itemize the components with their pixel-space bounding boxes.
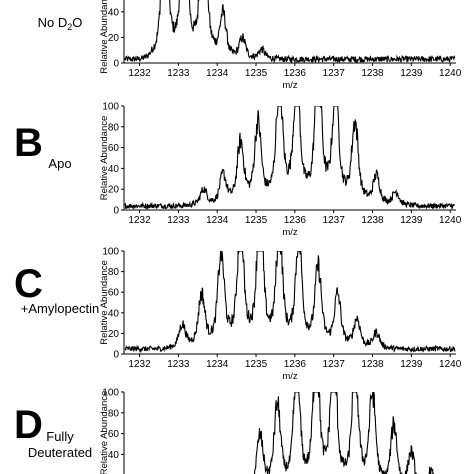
y-axis-label: Relative Abundance <box>99 116 110 201</box>
x-tick-label: 1240 <box>439 215 462 226</box>
condition-label: Fully <box>46 429 74 444</box>
chart-panel-2: B Apo 0 20 40 60 80 100 1232 1233 1234 1235 1236 1237… <box>14 102 462 239</box>
x-tick-label: 1235 <box>245 215 268 226</box>
x-tick-label: 1240 <box>439 359 462 370</box>
x-tick-label: 1236 <box>284 215 307 226</box>
x-tick-label: 1238 <box>361 68 384 79</box>
condition-label: Deuterated <box>28 445 92 460</box>
x-tick-label: 1238 <box>361 359 384 370</box>
panel-letter: D <box>14 403 43 447</box>
spectrum-series-line <box>124 251 456 354</box>
x-tick-label: 1233 <box>167 215 190 226</box>
y-tick-label: 60 <box>108 288 120 299</box>
condition-label: No D2O <box>38 15 83 32</box>
x-tick-label: 1239 <box>400 215 423 226</box>
y-tick-label: 100 <box>102 247 119 258</box>
y-tick-label: 20 <box>108 33 120 44</box>
y-tick-label: 20 <box>108 185 120 196</box>
y-axis-label: Relative Abundance <box>99 260 110 345</box>
x-tick-label: 1232 <box>128 68 151 79</box>
y-tick-label: 0 <box>113 350 119 361</box>
y-tick-label: 40 <box>108 450 120 461</box>
condition-label: Apo <box>48 156 71 171</box>
x-tick-label: 1232 <box>128 215 151 226</box>
x-tick-label: 1236 <box>284 68 307 79</box>
x-tick-label: 1235 <box>245 68 268 79</box>
panel-letter: B <box>14 121 43 165</box>
y-tick-label: 80 <box>108 267 120 278</box>
condition-label: +Amylopectin <box>21 301 99 316</box>
x-tick-label: 1232 <box>128 359 151 370</box>
y-axis-label: Relative Abundance <box>99 0 110 74</box>
x-tick-label: 1239 <box>400 68 423 79</box>
y-tick-label: 40 <box>108 308 120 319</box>
x-tick-label: 1240 <box>439 68 462 79</box>
x-axis-label: m/z <box>282 227 298 238</box>
y-tick-label: 60 <box>108 143 120 154</box>
x-tick-label: 1236 <box>284 359 307 370</box>
spectrum-series-line <box>124 106 456 211</box>
y-tick-label: 80 <box>108 408 120 419</box>
spectrum-series-line <box>253 392 435 474</box>
x-tick-label: 1235 <box>245 359 268 370</box>
x-axis-label: m/z <box>282 371 298 382</box>
x-tick-label: 1237 <box>323 215 346 226</box>
x-tick-label: 1234 <box>206 359 229 370</box>
x-tick-label: 1234 <box>206 68 229 79</box>
chart-panel-1: No D2O 0 20 40 1232 1233 1234 1235 1236 1237 1238 1… <box>38 0 462 91</box>
y-tick-label: 80 <box>108 122 120 133</box>
x-tick-label: 1237 <box>323 359 346 370</box>
y-tick-label: 0 <box>113 206 119 217</box>
spectrum-series-line <box>124 0 456 64</box>
y-tick-label: 60 <box>108 429 120 440</box>
y-tick-label: 100 <box>102 102 119 113</box>
x-tick-label: 1233 <box>167 359 190 370</box>
x-tick-label: 1237 <box>323 68 346 79</box>
y-tick-label: 100 <box>102 388 119 399</box>
y-tick-label: 40 <box>108 7 120 18</box>
x-tick-label: 1234 <box>206 215 229 226</box>
y-axis-label: Relative Abundance <box>99 391 110 474</box>
x-tick-label: 1239 <box>400 359 423 370</box>
y-tick-label: 20 <box>108 329 120 340</box>
y-tick-label: 40 <box>108 164 120 175</box>
y-tick-label: 0 <box>113 59 119 70</box>
panel-letter: C <box>14 262 43 306</box>
x-tick-label: 1238 <box>361 215 384 226</box>
x-axis-label: m/z <box>282 80 298 91</box>
chart-panel-3: C+Amylopectin 0 20 40 60 80 100 1232 1233 1234 123… <box>14 247 462 383</box>
x-tick-label: 1233 <box>167 68 190 79</box>
